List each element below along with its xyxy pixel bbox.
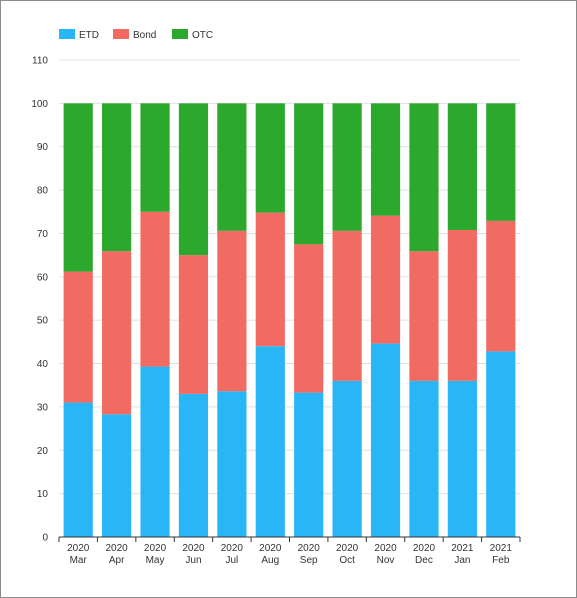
bar-otc[interactable] [486, 103, 516, 221]
bar-bond[interactable] [447, 229, 477, 381]
bar-bond[interactable] [63, 271, 93, 403]
bar-otc[interactable] [140, 103, 170, 212]
y-tick-label: 50 [37, 316, 49, 327]
y-tick-label: 80 [37, 186, 49, 197]
bar-otc[interactable] [447, 103, 477, 230]
y-tick-label: 70 [37, 229, 49, 240]
bar-bond[interactable] [332, 230, 362, 381]
bar-etd[interactable] [140, 366, 170, 537]
bar-etd[interactable] [447, 380, 477, 537]
bar-bond[interactable] [486, 220, 516, 352]
bar-etd[interactable] [217, 391, 247, 537]
x-tick-label: 2020 Nov [374, 543, 397, 566]
y-axis: 0 10 20 30 40 50 60 70 80 90 100 110 [31, 56, 48, 544]
legend: ETD Bond OTC [59, 29, 213, 41]
gridlines [59, 59, 520, 495]
bar-otc[interactable] [409, 103, 439, 252]
y-tick-label: 60 [37, 272, 49, 283]
y-tick-label: 110 [32, 56, 48, 67]
x-tick-label: 2020 Apr [106, 543, 129, 566]
x-axis: 2020 Mar 2020 Apr 2020 May 2020 Jun 2020 Jul 2020 A… [58, 536, 521, 566]
x-tick-label: 2020 Aug [259, 543, 282, 566]
x-tick-label: 2020 Jun [182, 543, 205, 566]
bar-etd[interactable] [63, 402, 93, 537]
bar-etd[interactable] [255, 346, 285, 537]
bar-otc[interactable] [217, 103, 247, 231]
bar-otc[interactable] [102, 103, 132, 252]
bar-bond[interactable] [409, 251, 439, 381]
bars [63, 103, 516, 537]
bar-etd[interactable] [178, 393, 209, 537]
y-tick-label: 0 [42, 533, 48, 544]
legend-label-bond[interactable]: Bond [133, 30, 156, 41]
y-tick-label: 10 [37, 489, 49, 500]
bar-bond[interactable] [102, 251, 132, 415]
bar-etd[interactable] [332, 380, 362, 537]
legend-label-etd[interactable]: ETD [79, 30, 99, 41]
x-tick-label: 2020 Jul [221, 543, 244, 566]
bar-bond[interactable] [255, 212, 285, 347]
bar-bond[interactable] [294, 244, 324, 393]
x-tick-label: 2021 Feb [490, 543, 513, 566]
legend-swatch-etd[interactable] [59, 29, 75, 39]
x-tick-label: 2020 Sep [298, 543, 321, 566]
bar-otc[interactable] [63, 103, 93, 272]
legend-swatch-otc[interactable] [172, 29, 188, 39]
bar-bond[interactable] [140, 211, 170, 367]
bar-etd[interactable] [102, 414, 132, 537]
bar-etd[interactable] [409, 380, 439, 537]
bar-etd[interactable] [370, 343, 401, 537]
bar-etd[interactable] [294, 392, 324, 537]
y-tick-label: 100 [31, 99, 48, 110]
bar-otc[interactable] [332, 103, 362, 231]
bar-bond[interactable] [370, 215, 401, 344]
bar-otc[interactable] [178, 103, 209, 256]
bar-otc[interactable] [294, 103, 324, 245]
bar-otc[interactable] [370, 103, 401, 216]
x-tick-label: 2020 Dec [413, 543, 436, 566]
y-tick-label: 90 [37, 142, 49, 153]
y-tick-label: 40 [37, 359, 49, 370]
y-tick-label: 30 [37, 402, 49, 413]
x-tick-label: 2020 May [144, 543, 167, 566]
legend-label-otc[interactable]: OTC [192, 30, 213, 41]
x-tick-label: 2020 Mar [67, 543, 90, 566]
legend-swatch-bond[interactable] [113, 29, 129, 39]
y-tick-label: 20 [37, 446, 49, 457]
bar-etd[interactable] [486, 351, 516, 537]
x-tick-label: 2021 Jan [451, 543, 474, 566]
bar-bond[interactable] [178, 255, 209, 394]
x-tick-label: 2020 Oct [336, 543, 359, 566]
bar-otc[interactable] [255, 103, 285, 213]
bar-bond[interactable] [217, 230, 247, 392]
